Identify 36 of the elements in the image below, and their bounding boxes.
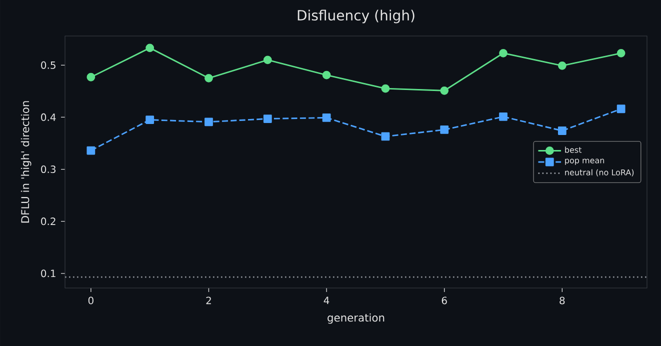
point xyxy=(499,48,508,58)
y-tick-label: 0.5 xyxy=(41,61,56,69)
point xyxy=(558,61,566,70)
point xyxy=(322,114,331,122)
point xyxy=(146,44,154,52)
point xyxy=(381,132,390,141)
point xyxy=(146,116,154,124)
x-tick-label: 6 xyxy=(442,296,447,304)
point xyxy=(616,104,626,114)
x-tick-label: 4 xyxy=(324,296,330,304)
legend-label: best xyxy=(565,146,582,153)
point xyxy=(263,114,272,123)
point xyxy=(440,86,449,95)
x-tick-label: 0 xyxy=(88,296,94,304)
point xyxy=(263,56,272,64)
legend-label: pop mean xyxy=(565,158,604,165)
y-tick-label: 0.4 xyxy=(41,113,56,121)
point xyxy=(204,74,213,82)
y-tick-label: 0.1 xyxy=(41,270,56,278)
y-axis-title: DFLU in 'high' direction xyxy=(20,101,32,223)
point xyxy=(322,70,331,80)
point xyxy=(86,146,96,155)
x-tick-label: 8 xyxy=(560,296,565,304)
point xyxy=(616,48,626,58)
x-axis-title: generation xyxy=(328,313,384,324)
point xyxy=(440,126,449,134)
point xyxy=(499,112,508,121)
x-tick-label: 2 xyxy=(206,296,211,304)
point xyxy=(86,72,96,82)
point xyxy=(204,118,213,126)
legend-label: neutral (no LoRA) xyxy=(565,169,634,176)
chart-title: Disfluency (high) xyxy=(298,10,414,24)
point xyxy=(558,126,566,135)
y-tick-label: 0.2 xyxy=(41,218,56,226)
point xyxy=(381,84,390,93)
y-tick-label: 0.3 xyxy=(41,165,56,174)
